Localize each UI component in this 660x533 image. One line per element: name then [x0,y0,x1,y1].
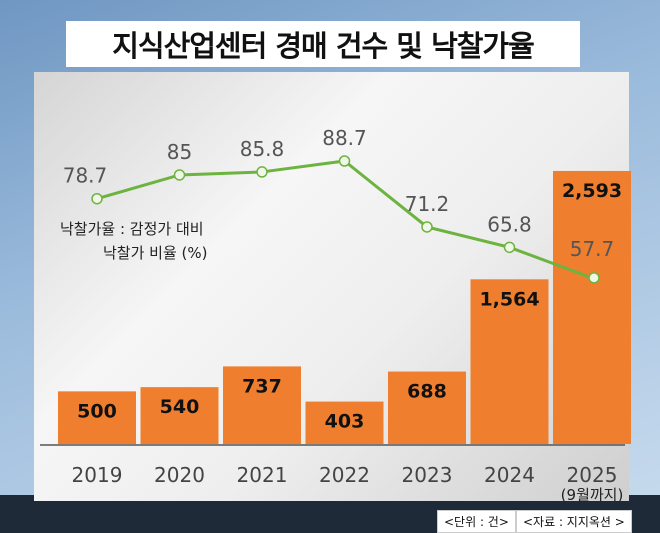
source-note: <자료 : 지지옥션 > [516,510,632,533]
x-tick-label: 2021 [237,463,288,487]
rate-value-label: 78.7 [63,164,108,188]
bar [553,170,631,444]
rate-value-label: 65.8 [487,212,532,236]
rate-value-label: 88.7 [322,126,367,150]
bar-value-label: 403 [325,411,365,433]
rate-point [338,155,351,167]
x-tick-label: 2022 [319,463,370,487]
x-tick-label: 2023 [402,463,453,487]
x-tick-sublabel: (9월까지) [561,486,624,504]
bar-value-label: 2,593 [562,180,622,202]
unit-note: <단위 : 건> [437,510,516,533]
bar-value-label: 737 [242,375,282,397]
bar [58,391,136,444]
bar-value-label: 540 [160,396,200,418]
rate-value-label: 85 [167,140,192,164]
rate-point [588,272,600,284]
chart-title: 지식산업센터 경매 건수 및 낙찰가율 [112,29,535,63]
x-tick-label: 2020 [154,463,205,487]
x-tick-label: 2024 [484,463,535,487]
bar [223,366,301,444]
rate-point [91,192,103,205]
bar-value-label: 688 [407,381,447,403]
bar [388,371,466,444]
legend-line-1: 낙찰가율 : 감정가 대비 [60,220,204,238]
rate-point [503,241,516,254]
rate-value-label: 71.2 [405,192,450,216]
rate-point [256,166,268,178]
bar [305,401,384,444]
bar-value-label: 500 [77,400,117,422]
rate-value-label: 57.7 [570,237,615,261]
rate-point [173,169,186,181]
bar [470,279,549,444]
bar [140,387,219,444]
title-box: 지식산업센터 경매 건수 및 낙찰가율 [66,21,580,67]
bar-value-label: 1,564 [479,288,539,310]
x-tick-label: 2025 [567,463,618,487]
rate-point [421,221,433,233]
legend-line-2: 낙찰가 비율 (%) [103,244,208,262]
x-tick-label: 2019 [72,463,123,487]
rate-value-label: 85.8 [240,137,285,161]
